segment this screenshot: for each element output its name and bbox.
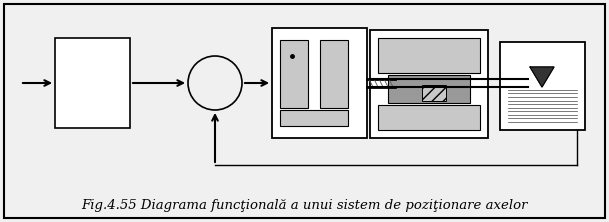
Bar bbox=[378, 105, 480, 130]
Bar bbox=[272, 28, 367, 138]
Bar bbox=[55, 38, 130, 128]
Bar bbox=[388, 75, 470, 103]
Bar bbox=[370, 30, 488, 138]
Bar bbox=[500, 42, 585, 130]
Bar bbox=[422, 85, 446, 101]
Bar bbox=[378, 38, 480, 73]
Bar bbox=[320, 40, 348, 108]
Polygon shape bbox=[530, 67, 554, 87]
Text: Fig.4.55 Diagrama funcţională a unui sistem de poziţionare axelor: Fig.4.55 Diagrama funcţională a unui sis… bbox=[81, 198, 527, 212]
Bar bbox=[280, 110, 348, 126]
Bar bbox=[280, 40, 308, 108]
